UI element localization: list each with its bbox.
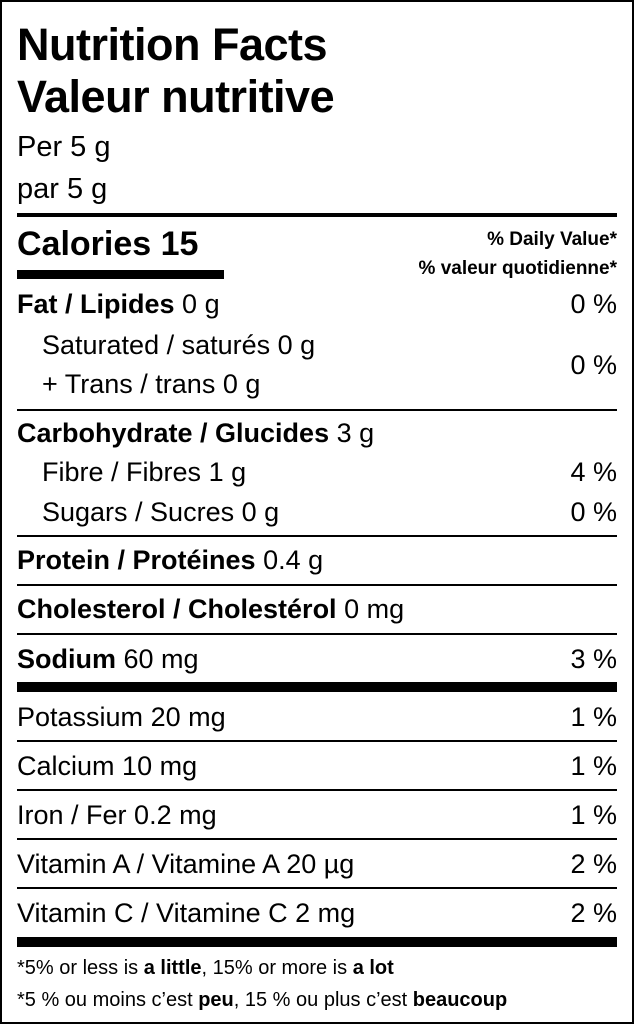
saturated-row: Saturated / saturés 0 g xyxy=(42,330,316,360)
title-english: Nutrition Facts xyxy=(17,19,328,70)
divider xyxy=(17,584,617,586)
divider xyxy=(17,740,617,742)
daily-value-header-english: % Daily Value* xyxy=(487,229,617,250)
daily-value-header-french: % valeur quotidienne* xyxy=(418,258,617,279)
serving-size-french: par 5 g xyxy=(17,173,108,205)
iron-row: Iron / Fer 0.2 mg 1 % xyxy=(17,800,617,830)
sat-trans-dv: 0 % xyxy=(570,350,617,380)
cholesterol-row: Cholesterol / Cholestérol 0 mg xyxy=(17,594,405,624)
calories: Calories 15 xyxy=(17,225,199,263)
footnote-english: *5% or less is a little, 15% or more is … xyxy=(17,957,394,979)
divider xyxy=(17,535,617,537)
divider xyxy=(17,409,617,411)
vitamin-a-row: Vitamin A / Vitamine A 20 µg 2 % xyxy=(17,849,617,879)
protein-row: Protein / Protéines 0.4 g xyxy=(17,545,324,575)
calories-bar xyxy=(17,270,224,279)
thick-divider xyxy=(17,682,617,692)
footnote-french: *5 % ou moins c’est peu, 15 % ou plus c’… xyxy=(17,989,508,1011)
calcium-row: Calcium 10 mg 1 % xyxy=(17,751,617,781)
trans-row: + Trans / trans 0 g xyxy=(42,369,261,399)
carbohydrate-row: Carbohydrate / Glucides 3 g xyxy=(17,418,375,448)
divider xyxy=(17,887,617,889)
vitamin-c-row: Vitamin C / Vitamine C 2 mg 2 % xyxy=(17,898,617,928)
potassium-row: Potassium 20 mg 1 % xyxy=(17,702,617,732)
divider xyxy=(17,633,617,635)
serving-size-english: Per 5 g xyxy=(17,131,111,163)
title-french: Valeur nutritive xyxy=(17,71,335,122)
divider xyxy=(17,789,617,791)
divider xyxy=(17,213,617,217)
sodium-row: Sodium 60 mg 3 % xyxy=(17,644,617,674)
thick-divider xyxy=(17,937,617,947)
divider xyxy=(17,838,617,840)
